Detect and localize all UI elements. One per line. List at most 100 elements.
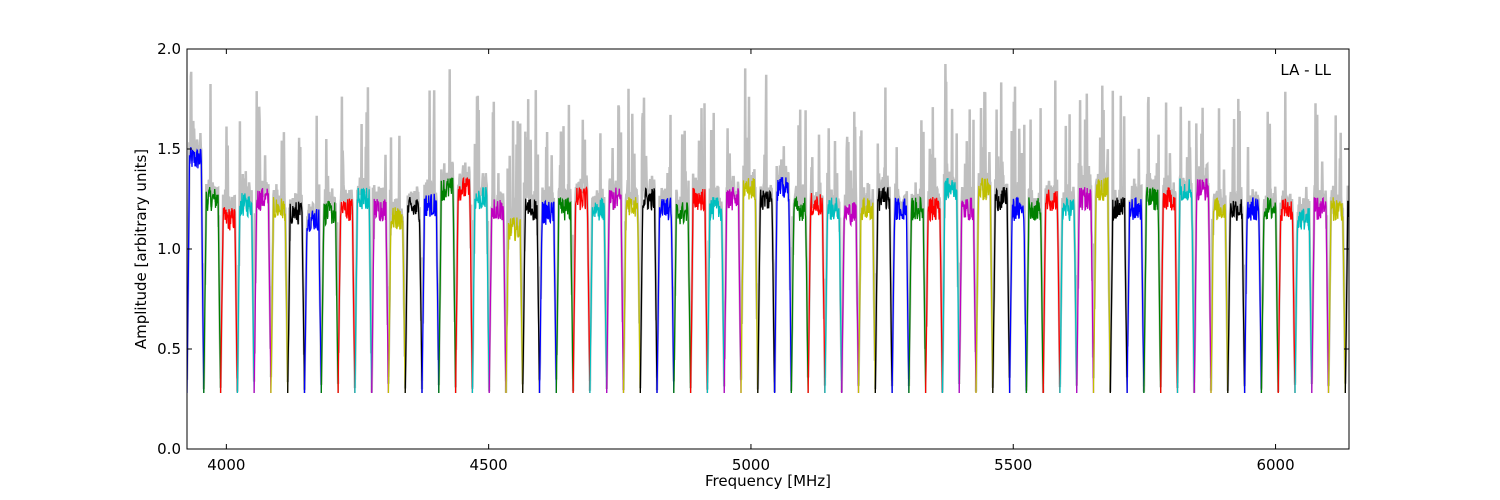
background-series-segment [1159, 102, 1179, 389]
background-series-segment [639, 97, 659, 386]
series-segment [555, 197, 574, 394]
y-tick-label: 2.0 [157, 40, 181, 58]
series-segment [589, 197, 608, 394]
series-segment [404, 196, 423, 394]
series-segment [757, 189, 776, 394]
series-segment [1277, 198, 1296, 394]
background-series-segment [924, 107, 944, 390]
x-tick-labels: 4000 4500 5000 5500 6000 [207, 456, 1294, 474]
background-series-segment [1075, 93, 1095, 386]
background-series-segment [1209, 108, 1230, 391]
background-series-segment [890, 147, 911, 387]
series-segment [219, 207, 239, 394]
background-series-segment [756, 74, 776, 390]
series-segment [1092, 177, 1111, 394]
series-segment [874, 186, 893, 394]
series-segment [1109, 197, 1128, 394]
background-series-segment [1125, 148, 1146, 387]
series-segment [975, 177, 994, 394]
series-segment [538, 199, 557, 394]
series-segment [1260, 196, 1279, 394]
background-series-segment [1176, 106, 1196, 393]
background-series-segment [722, 128, 743, 379]
background-series-segment [874, 87, 894, 390]
background-series-segment [571, 119, 592, 392]
plot-area [187, 63, 1349, 394]
background-series-segment [471, 95, 491, 392]
series-segment [236, 193, 255, 394]
series-segment [1059, 197, 1078, 394]
series-segment [471, 187, 490, 394]
series-segment [740, 178, 759, 394]
background-series-segment [806, 134, 827, 386]
series-segment [941, 177, 960, 394]
series-segment [1176, 178, 1195, 394]
series-segment [824, 197, 843, 394]
y-tick-label: 0.5 [157, 340, 181, 358]
x-tick-label: 4000 [207, 456, 245, 474]
x-tick-label: 4500 [470, 456, 508, 474]
series-segment [203, 187, 222, 394]
background-series-segment [823, 128, 843, 381]
background-series-segment [202, 83, 222, 388]
series-segment [337, 198, 356, 394]
series-segment [354, 187, 373, 394]
series-segment [992, 186, 1011, 394]
series-segment [387, 207, 406, 394]
series-segment [1243, 197, 1263, 394]
series-segment [1311, 196, 1330, 394]
background-series-segment [957, 109, 978, 380]
background-series-segment [941, 63, 961, 393]
series-segment [1143, 187, 1162, 394]
annotation-label: LA - LL [1280, 61, 1331, 79]
y-axis-label: Amplitude [arbitrary units] [132, 149, 150, 349]
background-series-segment [219, 126, 239, 388]
series-segment [1076, 187, 1095, 394]
y-tick-label: 0.0 [157, 440, 181, 458]
series-segment [689, 187, 709, 394]
background-series-segment [521, 90, 541, 381]
background-series-segment [1260, 111, 1280, 388]
series-segment [253, 187, 272, 394]
x-tick-label: 5500 [994, 456, 1032, 474]
y-tick-label: 1.0 [157, 240, 181, 258]
background-series-segment [320, 138, 340, 384]
background-series-segment [303, 115, 323, 390]
series-segment [908, 196, 927, 394]
series-segment [723, 186, 742, 394]
series-segment [606, 187, 625, 394]
series-segment [572, 186, 591, 394]
series-segment [1344, 200, 1349, 394]
background-series-segment [1041, 80, 1062, 388]
series-segment [790, 195, 809, 394]
series-segment [1008, 196, 1028, 394]
background-series-segment [538, 131, 558, 381]
series-segment [622, 197, 641, 394]
series-segment [1294, 208, 1313, 394]
x-axis-label: Frequency [MHz] [705, 472, 831, 490]
series-segment [1160, 187, 1179, 394]
series-segment [421, 193, 440, 394]
background-series-segment [370, 154, 390, 393]
series-segment [1126, 197, 1145, 394]
series-segment [1025, 197, 1044, 394]
background-series-segment [187, 71, 206, 390]
series-segment [807, 192, 826, 394]
series-segment [454, 176, 474, 394]
series-segment [891, 197, 910, 394]
background-series-segment [857, 130, 877, 387]
x-tick-label: 6000 [1256, 456, 1294, 474]
series-segment [1327, 197, 1346, 394]
plot-frame [186, 48, 1350, 450]
background-series-segment [672, 130, 692, 384]
series-segment [303, 209, 322, 394]
series-segment [857, 197, 876, 394]
series-segment [673, 202, 692, 394]
series-segment [287, 201, 306, 394]
background-series-segment [1310, 103, 1330, 387]
series-segment [270, 197, 289, 394]
background-series-segment [974, 91, 995, 392]
x-tick-label: 5000 [732, 456, 770, 474]
background-series-segment [437, 69, 457, 388]
